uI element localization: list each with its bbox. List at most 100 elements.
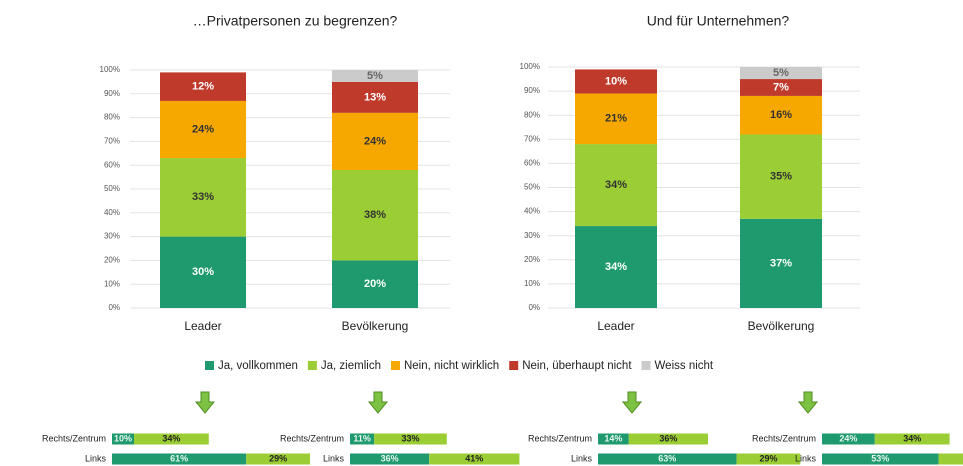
bar-segment: [246, 453, 310, 465]
bar-segment: [332, 169, 418, 261]
data-label: 53%: [871, 453, 889, 463]
legend-swatch: [205, 361, 214, 370]
x-tick-label: Leader: [597, 319, 634, 333]
bar-segment: [112, 433, 134, 445]
legend-label: Nein, nicht wirklich: [404, 360, 499, 372]
y-tick-label: 80%: [104, 113, 120, 122]
x-tick-label: Bevölkerung: [748, 319, 815, 333]
bar-segment: [740, 67, 822, 80]
bar-segment: [740, 79, 822, 96]
arrow: [797, 391, 819, 414]
bar-segment: [160, 72, 246, 101]
y-tick-label: 60%: [524, 159, 540, 168]
bar-segment: [160, 158, 246, 237]
y-tick-label: 60%: [104, 160, 120, 169]
x-tick-label: Bevölkerung: [342, 319, 409, 333]
data-label: 38%: [364, 209, 386, 221]
data-label: 10%: [605, 75, 627, 87]
bar-segment: [575, 226, 657, 308]
y-tick-label: 70%: [104, 137, 120, 146]
arrows: [194, 391, 819, 414]
bar-segment: [575, 93, 657, 145]
arrow: [621, 391, 643, 414]
data-label: 33%: [192, 191, 214, 203]
data-label: 29%: [759, 453, 777, 463]
bar-segment: [332, 260, 418, 308]
y-tick-label: 0%: [528, 303, 540, 312]
bar-segment: [740, 95, 822, 135]
data-label: 29%: [269, 453, 287, 463]
legend-swatch: [307, 361, 317, 370]
bar-segment: [628, 433, 708, 445]
bar-segment: [874, 433, 950, 445]
data-label: 7%: [773, 81, 789, 93]
bar-segment: [160, 100, 246, 159]
y-tick-label: Links: [795, 453, 817, 463]
legend-label: Weiss nicht: [655, 360, 714, 372]
legend-label: Ja, vollkommen: [218, 360, 298, 372]
bar-segment: [938, 453, 963, 465]
bar-segment: [575, 144, 657, 227]
bar-segment: [822, 433, 875, 445]
data-label: 12%: [192, 81, 214, 93]
y-tick-label: Rechts/Zentrum: [528, 433, 592, 443]
y-tick-label: 50%: [104, 184, 120, 193]
y-tick-label: 40%: [104, 208, 120, 217]
data-label: 24%: [839, 433, 857, 443]
data-label: 61%: [170, 453, 188, 463]
data-label: 63%: [658, 453, 676, 463]
bar-segment: [134, 433, 209, 445]
x-tick-label: Leader: [184, 319, 221, 333]
data-label: 10%: [114, 433, 132, 443]
legend-label: Nein, überhaupt nicht: [522, 360, 632, 372]
y-tick-label: 100%: [100, 65, 120, 74]
data-label: 36%: [381, 453, 399, 463]
bar-segment: [332, 81, 418, 113]
y-tick-label: 20%: [524, 255, 540, 264]
bar-segment: [740, 134, 822, 219]
bar-segment: [429, 453, 520, 465]
data-label: 34%: [162, 433, 180, 443]
data-label: 35%: [770, 171, 792, 183]
bar-segment: [736, 453, 801, 465]
chart-title: Und für Unternehmen?: [647, 13, 790, 29]
data-label: 33%: [401, 433, 419, 443]
data-label: 21%: [605, 113, 627, 125]
legend-swatch: [641, 361, 651, 370]
y-tick-label: 20%: [104, 256, 120, 265]
y-tick-label: 80%: [524, 110, 540, 119]
y-tick-label: 50%: [524, 183, 540, 192]
y-tick-label: Rechts/Zentrum: [280, 433, 344, 443]
y-tick-label: 90%: [104, 89, 120, 98]
legend-swatch: [390, 361, 400, 370]
bar-segment: [332, 70, 418, 82]
bar-segment: [598, 433, 629, 445]
data-label: 11%: [353, 433, 371, 443]
bar-segment: [350, 433, 375, 445]
y-tick-label: Links: [323, 453, 345, 463]
data-label: 34%: [605, 261, 627, 273]
y-tick-label: 70%: [524, 134, 540, 143]
data-label: 24%: [192, 123, 214, 135]
y-tick-label: 40%: [524, 207, 540, 216]
y-tick-label: 100%: [520, 62, 540, 71]
data-label: 24%: [364, 135, 386, 147]
data-label: 30%: [192, 266, 214, 278]
y-tick-label: Rechts/Zentrum: [752, 433, 816, 443]
bar-segment: [112, 453, 247, 465]
data-label: 36%: [659, 433, 677, 443]
arrow: [194, 391, 216, 414]
bar-segment: [740, 218, 822, 308]
legend-swatch: [509, 361, 519, 370]
y-tick-label: Rechts/Zentrum: [42, 433, 106, 443]
bar-segment: [350, 453, 430, 465]
bar-segment: [374, 433, 447, 445]
y-tick-label: 30%: [524, 231, 540, 240]
data-label: 5%: [773, 67, 789, 79]
y-tick-label: 0%: [108, 303, 120, 312]
data-label: 41%: [465, 453, 483, 463]
data-label: 34%: [605, 179, 627, 191]
data-label: 14%: [604, 433, 622, 443]
bar-segment: [822, 453, 939, 465]
